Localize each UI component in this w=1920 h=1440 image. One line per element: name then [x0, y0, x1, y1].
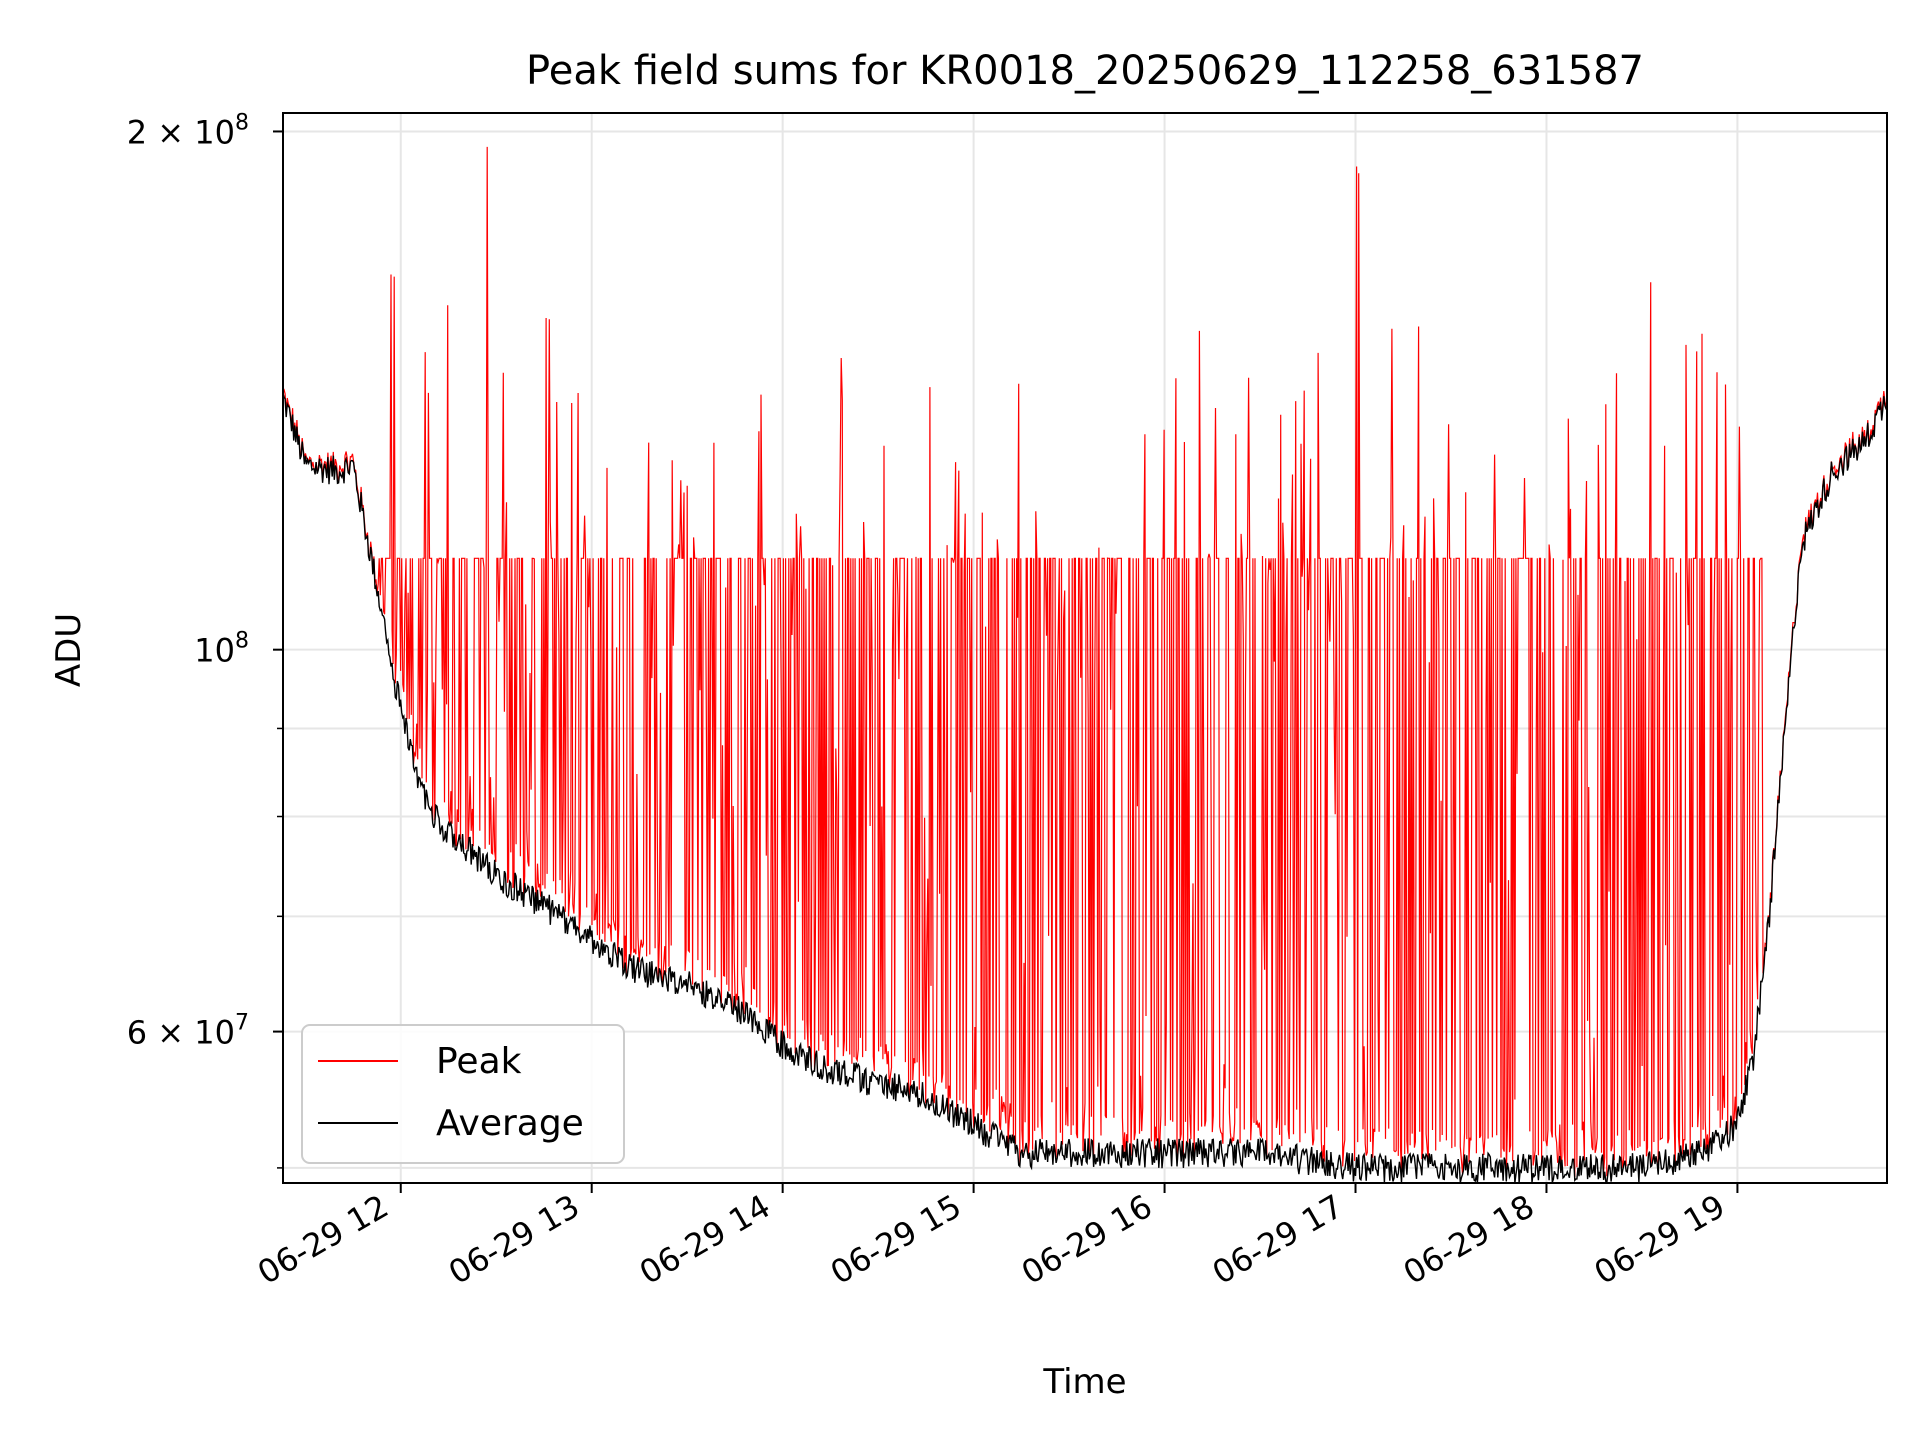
y-tick-label: 6 × 107	[127, 1011, 249, 1052]
peak-series-line	[283, 146, 1887, 1177]
y-tick-label: 2 × 108	[127, 110, 249, 151]
y-tick-label: 108	[194, 629, 249, 670]
plot-frame	[282, 112, 1888, 1184]
chart-title: Peak field sums for KR0018_20250629_1122…	[526, 48, 1644, 94]
legend-peak-label: Peak	[436, 1041, 522, 1082]
y-axis-label: ADU	[49, 613, 89, 687]
average-series-line	[283, 393, 1887, 1183]
legend-box	[301, 1024, 625, 1164]
legend: Peak Average	[301, 1024, 625, 1164]
legend-average-label: Average	[436, 1103, 584, 1144]
series-layer	[283, 146, 1887, 1183]
plot-area	[283, 146, 1887, 1183]
x-axis-label: Time	[1042, 1362, 1126, 1402]
y-axis: 6 × 107 108 2 × 108	[127, 110, 283, 1169]
